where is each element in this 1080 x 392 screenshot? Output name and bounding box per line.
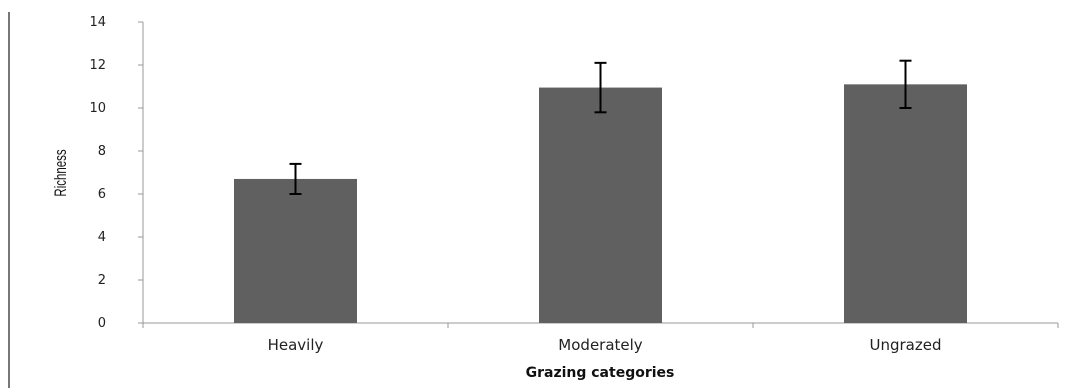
x-category-label: Ungrazed bbox=[870, 336, 942, 354]
bars bbox=[234, 84, 967, 323]
bar-ungrazed bbox=[844, 84, 967, 323]
y-tick-label: 10 bbox=[89, 101, 106, 116]
x-axis-title: Grazing categories bbox=[526, 365, 675, 381]
y-ticks: 0 2 4 6 8 10 12 14 bbox=[89, 15, 143, 331]
y-tick-label: 12 bbox=[89, 58, 106, 73]
y-tick-label: 6 bbox=[98, 187, 106, 202]
x-category-label: Moderately bbox=[558, 336, 643, 354]
error-bar-ungrazed bbox=[899, 59, 912, 109]
x-ticks: Heavily Moderately Ungrazed bbox=[142, 323, 1059, 354]
y-tick-label: 2 bbox=[98, 273, 106, 288]
y-tick-label: 8 bbox=[98, 144, 106, 159]
x-category-label: Heavily bbox=[268, 336, 324, 354]
bar-moderately bbox=[539, 87, 662, 323]
error-bars bbox=[289, 59, 912, 195]
bar-heavily bbox=[234, 178, 357, 323]
y-tick-label: 14 bbox=[89, 15, 106, 30]
y-tick-label: 0 bbox=[98, 316, 106, 331]
y-axis-title: Richness bbox=[52, 149, 71, 196]
error-bar-moderately bbox=[594, 61, 607, 114]
y-tick-label: 4 bbox=[98, 230, 106, 245]
error-bar-heavily bbox=[289, 162, 302, 195]
